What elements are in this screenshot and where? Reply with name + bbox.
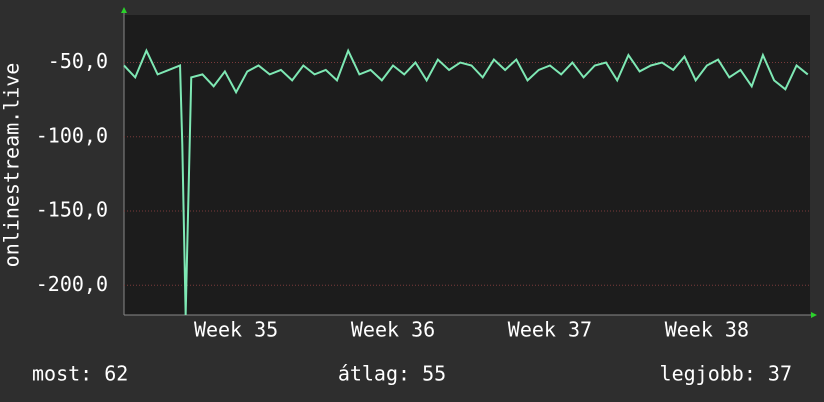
y-tick-label: -50,0	[48, 49, 108, 73]
axis-arrow	[811, 312, 817, 318]
footer-stat: legjobb: 37	[660, 362, 792, 386]
y-tick-label: -150,0	[36, 198, 108, 222]
axis-arrow	[121, 7, 127, 13]
footer-stat: most: 62	[32, 362, 128, 386]
x-tick-label: Week 35	[194, 318, 278, 342]
plot-area	[124, 15, 810, 315]
x-tick-label: Week 36	[351, 318, 435, 342]
data-line	[123, 48, 809, 316]
footer-stat: átlag: 55	[338, 362, 446, 386]
x-tick-label: Week 38	[665, 318, 749, 342]
y-tick-label: -200,0	[36, 272, 108, 296]
y-axis-label: onlinestream.live	[0, 63, 24, 268]
y-tick-label: -100,0	[36, 123, 108, 147]
x-tick-label: Week 37	[508, 318, 592, 342]
